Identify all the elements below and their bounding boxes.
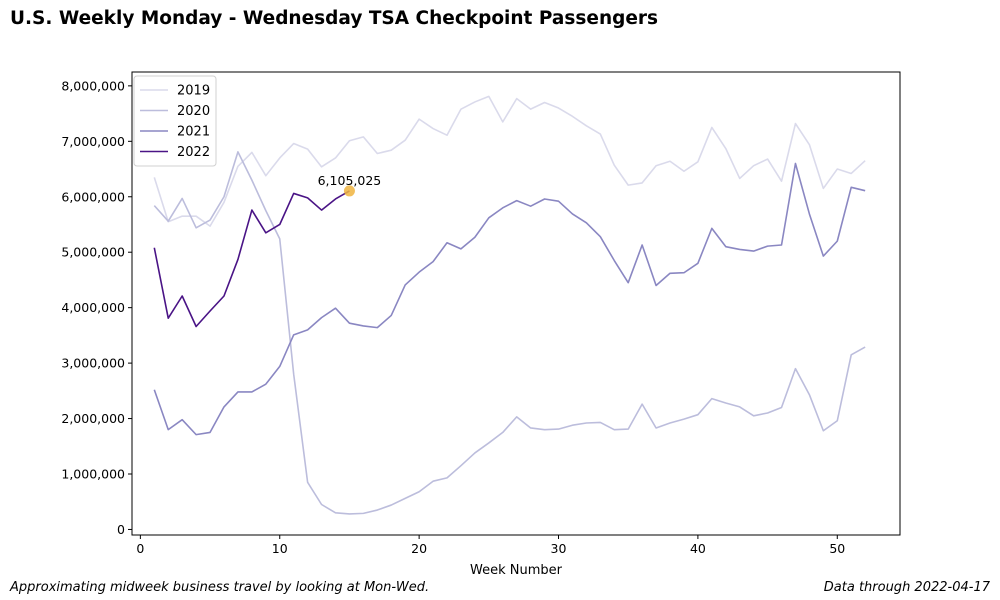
- y-tick-label: 7,000,000: [61, 134, 125, 149]
- y-tick-label: 5,000,000: [61, 245, 125, 260]
- legend-label-2021: 2021: [177, 125, 210, 140]
- data-date-note: Data through 2022-04-17: [823, 580, 990, 595]
- y-tick-label: 0: [117, 522, 125, 537]
- y-tick-label: 1,000,000: [61, 467, 125, 482]
- footer-note: Approximating midweek business travel by…: [10, 580, 430, 595]
- legend-label-2019: 2019: [177, 84, 210, 99]
- series-line-2021: [153, 162, 866, 436]
- annotation-label: 6,105,025: [318, 173, 382, 188]
- y-tick-label: 6,000,000: [61, 189, 125, 204]
- x-tick-label: 40: [690, 541, 706, 556]
- x-tick-label: 30: [551, 541, 567, 556]
- series-line-2022: [153, 190, 350, 328]
- legend-label-2022: 2022: [177, 145, 210, 160]
- chart-title: U.S. Weekly Monday - Wednesday TSA Check…: [10, 8, 659, 29]
- series-line-2019: [153, 95, 866, 227]
- y-tick-label: 4,000,000: [61, 300, 125, 315]
- x-tick-label: 20: [411, 541, 427, 556]
- x-tick-label: 50: [829, 541, 845, 556]
- x-tick-label: 10: [272, 541, 288, 556]
- y-tick-label: 2,000,000: [61, 411, 125, 426]
- series-line-2020: [153, 151, 866, 515]
- y-tick-label: 8,000,000: [61, 78, 125, 93]
- highlight-point: [343, 185, 355, 197]
- legend: 2019 2020 2021 2022: [133, 75, 217, 167]
- x-tick-label: 0: [136, 541, 144, 556]
- plot-frame: [131, 71, 901, 536]
- x-axis-label: Week Number: [470, 563, 563, 578]
- legend-box: [133, 75, 217, 167]
- legend-label-2020: 2020: [177, 104, 210, 119]
- y-tick-label: 3,000,000: [61, 356, 125, 371]
